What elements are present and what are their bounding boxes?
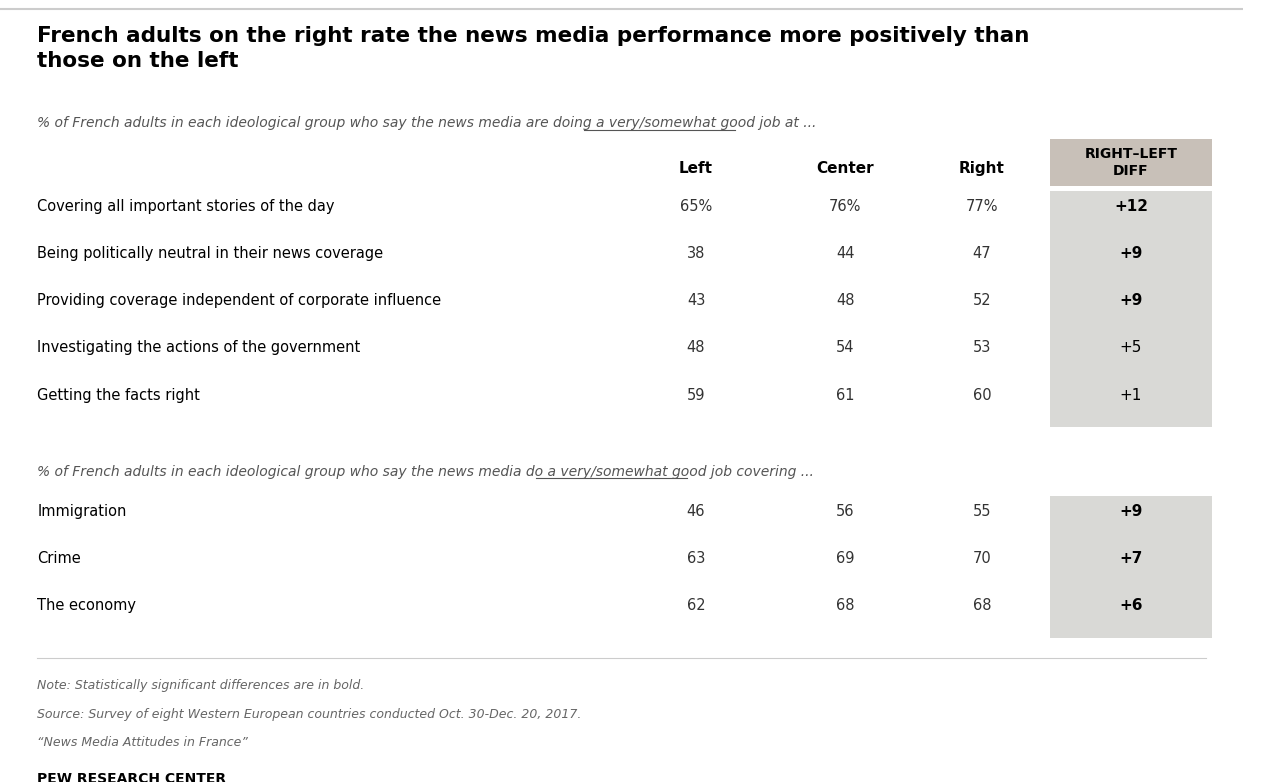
Text: 76%: 76% <box>829 199 861 213</box>
Text: 44: 44 <box>836 246 855 261</box>
FancyBboxPatch shape <box>1050 192 1212 428</box>
Text: Left: Left <box>679 161 713 176</box>
Text: Right: Right <box>960 161 1004 176</box>
Text: 47: 47 <box>972 246 991 261</box>
Text: +5: +5 <box>1120 340 1142 356</box>
Text: 56: 56 <box>836 504 855 519</box>
Text: +6: +6 <box>1119 598 1143 613</box>
Text: 77%: 77% <box>966 199 998 213</box>
FancyBboxPatch shape <box>1050 497 1212 638</box>
Text: 46: 46 <box>686 504 706 519</box>
Text: +7: +7 <box>1119 551 1143 566</box>
Text: PEW RESEARCH CENTER: PEW RESEARCH CENTER <box>37 773 226 782</box>
Text: 70: 70 <box>972 551 991 566</box>
Text: 53: 53 <box>972 340 991 356</box>
Text: % of French adults in each ideological group who say the news media are doing a : % of French adults in each ideological g… <box>37 117 817 131</box>
Text: +1: +1 <box>1120 388 1142 403</box>
Text: Providing coverage independent of corporate influence: Providing coverage independent of corpor… <box>37 293 441 308</box>
Text: +9: +9 <box>1119 504 1143 519</box>
Text: 48: 48 <box>836 293 855 308</box>
Text: “News Media Attitudes in France”: “News Media Attitudes in France” <box>37 737 248 749</box>
Text: +12: +12 <box>1114 199 1148 213</box>
Text: French adults on the right rate the news media performance more positively than
: French adults on the right rate the news… <box>37 27 1030 71</box>
FancyBboxPatch shape <box>1050 138 1212 186</box>
Text: Source: Survey of eight Western European countries conducted Oct. 30-Dec. 20, 20: Source: Survey of eight Western European… <box>37 708 582 721</box>
Text: Crime: Crime <box>37 551 82 566</box>
Text: Covering all important stories of the day: Covering all important stories of the da… <box>37 199 334 213</box>
Text: +9: +9 <box>1119 293 1143 308</box>
Text: 38: 38 <box>686 246 706 261</box>
Text: 55: 55 <box>972 504 991 519</box>
Text: Immigration: Immigration <box>37 504 126 519</box>
Text: 43: 43 <box>686 293 706 308</box>
Text: 52: 52 <box>972 293 991 308</box>
Text: 69: 69 <box>836 551 855 566</box>
Text: The economy: The economy <box>37 598 137 613</box>
Text: Being politically neutral in their news coverage: Being politically neutral in their news … <box>37 246 383 261</box>
Text: 62: 62 <box>686 598 706 613</box>
Text: RIGHT–LEFT
DIFF: RIGHT–LEFT DIFF <box>1085 147 1178 178</box>
Text: Getting the facts right: Getting the facts right <box>37 388 200 403</box>
Text: 59: 59 <box>686 388 706 403</box>
Text: Center: Center <box>817 161 874 176</box>
Text: Note: Statistically significant differences are in bold.: Note: Statistically significant differen… <box>37 680 365 692</box>
Text: 60: 60 <box>972 388 991 403</box>
Text: 65%: 65% <box>680 199 712 213</box>
Text: 48: 48 <box>686 340 706 356</box>
Text: % of French adults in each ideological group who say the news media do a very/so: % of French adults in each ideological g… <box>37 465 814 479</box>
Text: Investigating the actions of the government: Investigating the actions of the governm… <box>37 340 361 356</box>
Text: +9: +9 <box>1119 246 1143 261</box>
Text: 68: 68 <box>972 598 991 613</box>
Text: 61: 61 <box>836 388 855 403</box>
Text: 68: 68 <box>836 598 855 613</box>
Text: 63: 63 <box>686 551 706 566</box>
Text: 54: 54 <box>836 340 855 356</box>
